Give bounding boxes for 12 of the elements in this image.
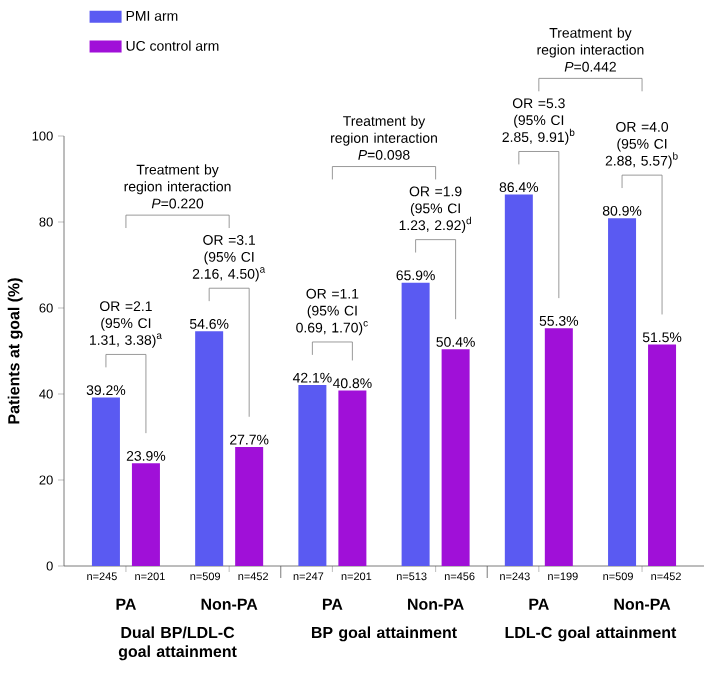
- bar: [235, 446, 264, 567]
- bar: [504, 194, 533, 567]
- bar: [648, 344, 677, 567]
- bar: [131, 463, 160, 567]
- bar: [91, 397, 120, 567]
- bar: [298, 384, 327, 567]
- bar: [544, 328, 573, 567]
- bar: [401, 282, 430, 567]
- bar: [195, 331, 224, 567]
- bar: [441, 349, 470, 567]
- bar: [608, 218, 637, 567]
- bar: [338, 390, 367, 567]
